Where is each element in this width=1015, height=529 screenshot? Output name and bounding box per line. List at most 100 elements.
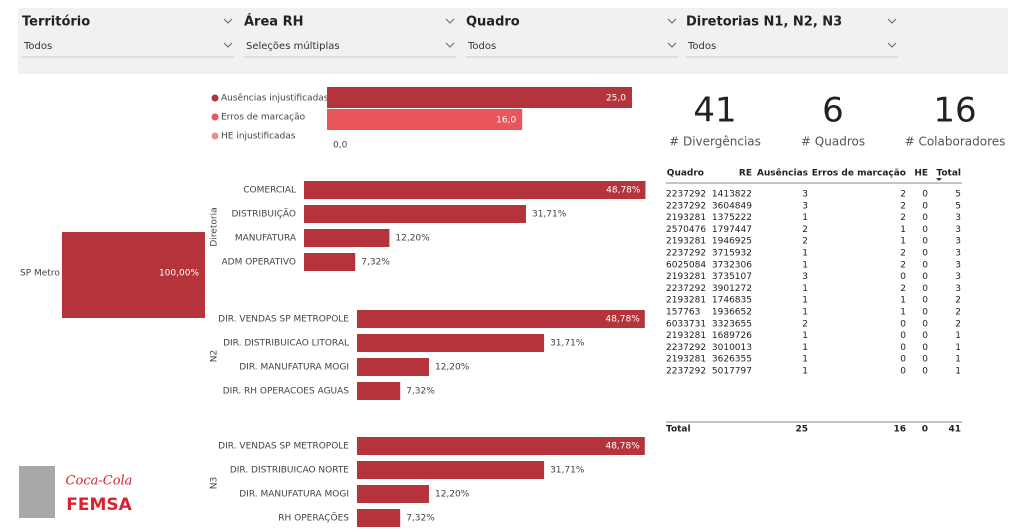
table-cell: 5 [955,190,961,200]
table-cell: 2 [802,237,808,247]
table-cell: 2237292 [666,343,706,353]
data-label: 7,32% [406,387,435,397]
table-cell: 1 [900,225,906,235]
table-cell: 0 [922,272,928,282]
bar [357,509,401,527]
table-cell: 3 [955,213,961,223]
table-header: Erros de marcação [812,169,906,179]
table-cell: 1 [802,213,808,223]
bar [304,181,646,199]
table-cell: 1 [955,331,961,341]
chevron[interactable] [667,18,677,48]
logo-text: FEMSA [66,495,132,515]
table-cell: 2570476 [666,225,706,235]
table-cell: 5017797 [712,367,752,377]
kpi-label: # Quadros [801,135,865,149]
table-cell: 0 [922,213,928,223]
chevron[interactable] [887,18,897,48]
table-cell: 0 [922,331,928,341]
filter-value[interactable]: Todos [467,41,496,52]
logo-text: Coca-Cola [66,474,133,489]
table-cell: 3 [955,272,961,282]
chevron[interactable] [445,18,455,48]
table-cell: 3 [802,190,808,200]
data-label: 7,32% [406,514,435,524]
table-header: Quadro [667,169,704,179]
data-label: 7,32% [361,258,390,268]
table-cell: 3626355 [712,355,752,365]
table-cell: 3 [955,225,961,235]
filter-value[interactable]: Todos [687,41,716,52]
table-cell: 1 [802,308,808,318]
table-cell: 2237292 [666,367,706,377]
table-cell: 1 [955,355,961,365]
legend-label: Ausências injustificadas [221,93,329,104]
chevron[interactable] [223,18,233,48]
category-label: DIR. VENDAS SP METROPOLE [218,315,349,325]
filter-label[interactable]: Território [22,15,90,30]
table-total: 41 [948,425,961,435]
table-cell: 0 [922,190,928,200]
bar [357,382,401,400]
table-cell: 2 [802,225,808,235]
table-cell: 3604849 [712,201,752,211]
table-cell: 0 [922,343,928,353]
table-cell: 1 [802,260,808,270]
table-cell: 1689726 [712,331,752,341]
table-cell: 0 [922,225,928,235]
table-header: Total [936,169,961,179]
table-cell: 1 [955,343,961,353]
table-cell: 0 [922,284,928,294]
data-label: 12,20% [435,490,470,500]
data-label: 12,20% [395,234,430,244]
category-label: SP Metro [20,269,60,279]
table-cell: 2193281 [666,296,706,306]
table-cell: 3 [955,249,961,259]
table-cell: 1 [802,331,808,341]
table-cell: 0 [900,355,906,365]
filter-label[interactable]: Área RH [244,14,303,30]
category-label: MANUFATURA [235,234,297,244]
filter-label[interactable]: Quadro [466,15,520,30]
table-cell: 0 [922,319,928,329]
table-cell: 2237292 [666,284,706,294]
filter-value[interactable]: Seleções múltiplas [246,40,340,52]
bar [327,87,632,108]
table-cell: 0 [922,201,928,211]
table-cell: 2193281 [666,237,706,247]
table-cell: 0 [900,272,906,282]
data-label: 31,71% [550,466,585,476]
table-cell: 0 [922,355,928,365]
table-total-label: Total [666,425,691,435]
table-cell: 2 [900,190,906,200]
table-total: 0 [922,425,928,435]
table-cell: 2 [900,249,906,259]
table-cell: 1 [900,237,906,247]
table-cell: 1746835 [712,296,752,306]
bar [357,437,645,455]
data-label: 31,71% [532,210,567,220]
kpi-value: 16 [933,91,976,131]
data-label: 0,0 [333,141,348,151]
table-cell: 0 [922,296,928,306]
table-cell: 2237292 [666,249,706,259]
table-cell: 0 [900,331,906,341]
filter-value[interactable]: Todos [23,41,52,52]
bar [304,229,390,247]
table-cell: 1 [802,343,808,353]
category-label: RH OPERAÇÕES [278,512,349,524]
table-cell: 3901272 [712,284,752,294]
table-cell: 0 [922,260,928,270]
filter-label[interactable]: Diretorias N1, N2, N3 [686,15,842,30]
data-label: 25,0 [606,94,626,104]
table-cell: 2 [955,308,961,318]
data-label: 48,78% [606,186,641,196]
table-cell: 2237292 [666,201,706,211]
table-cell: 1413822 [712,190,752,200]
table-cell: 2 [900,201,906,211]
category-label: DIR. DISTRIBUICAO NORTE [230,466,349,476]
table-cell: 2 [900,284,906,294]
table-header: RE [739,169,752,179]
data-label: 100,00% [159,269,199,279]
